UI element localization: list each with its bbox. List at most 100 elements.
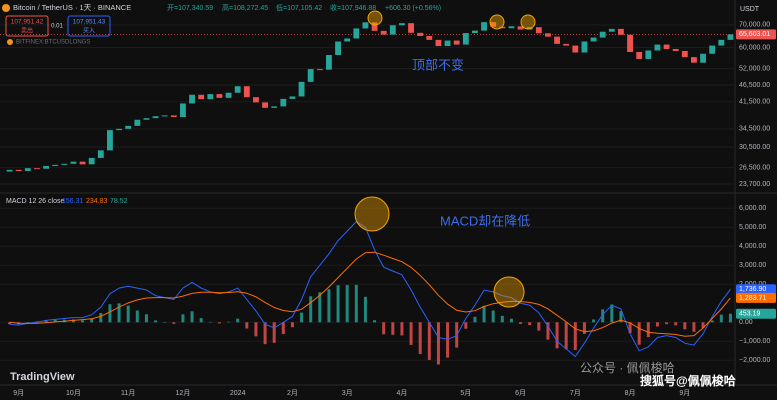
grid <box>0 24 735 361</box>
x-tick-label: 4月 <box>396 389 407 397</box>
candle <box>243 86 250 98</box>
candle <box>590 37 597 42</box>
ohlc: +606.30 (+0.56%) <box>385 5 441 12</box>
histogram-bar <box>719 314 723 323</box>
histogram-bar <box>519 322 523 325</box>
candle <box>70 161 77 164</box>
sell-button[interactable] <box>5 15 49 37</box>
candle <box>289 96 296 99</box>
candle <box>627 34 633 52</box>
histogram-bar <box>382 322 386 335</box>
overlay-symbol: BITFINEX:BTCUSDLONGS <box>16 40 90 46</box>
candle <box>572 45 579 53</box>
candle <box>481 22 487 31</box>
histogram-bar <box>117 303 121 323</box>
candle <box>307 69 314 82</box>
candle <box>107 130 113 151</box>
candle <box>399 23 405 26</box>
histogram-bar <box>509 318 513 323</box>
histogram-bar <box>436 322 440 365</box>
highlight-circle <box>367 10 383 26</box>
y-tick-label: 30,500.00 <box>739 144 770 151</box>
histogram-bar <box>81 320 85 323</box>
y-tick-label: 26,500.00 <box>739 164 770 171</box>
histogram-bar <box>692 322 696 332</box>
candle <box>472 30 478 34</box>
candle <box>353 28 360 39</box>
histogram-bar <box>665 322 669 325</box>
y-tick-label: 52,000.00 <box>739 65 770 72</box>
coin-icon <box>2 4 10 12</box>
histogram-bar <box>263 322 267 345</box>
buy-button[interactable] <box>67 15 111 37</box>
histogram-bar <box>90 318 94 323</box>
histogram-bar <box>573 322 577 351</box>
histogram-bar <box>610 304 614 323</box>
histogram-bar <box>391 322 395 335</box>
highlight-circle <box>354 196 390 232</box>
candle <box>116 128 122 131</box>
histogram-bar <box>199 318 203 323</box>
histogram-bar <box>601 309 605 323</box>
y-tick-label: 6,000.00 <box>739 205 766 212</box>
histogram-bar <box>217 322 221 324</box>
x-tick-label: 9月 <box>679 389 690 397</box>
y-tick-label: 46,500.00 <box>739 82 770 89</box>
candle <box>462 33 469 45</box>
candle <box>371 22 378 31</box>
histogram-bar <box>409 322 413 345</box>
candle <box>663 44 670 49</box>
histogram-bar <box>500 315 504 323</box>
sell-price: 107,951.42 <box>11 19 44 26</box>
histogram-bar <box>272 322 276 343</box>
y-tick-label: 34,500.00 <box>739 126 770 133</box>
candle <box>499 26 506 29</box>
ohlc: 低=107,105.42 <box>276 3 322 12</box>
histogram-bar <box>482 305 486 323</box>
histogram-bar <box>108 304 112 323</box>
histogram-bar <box>373 320 377 323</box>
overlay-icon <box>7 39 13 45</box>
symbol: Bitcoin / TetherUS · 1天 · BINANCE <box>13 3 131 12</box>
indicator-value: 234.83 <box>86 198 108 205</box>
candle <box>563 43 570 46</box>
candle <box>654 44 661 51</box>
candle <box>535 27 542 34</box>
candle <box>444 40 451 47</box>
indicator-value: 78.52 <box>110 198 128 205</box>
candle <box>636 51 643 59</box>
histogram-bar <box>464 322 468 329</box>
histogram-bar <box>473 316 477 323</box>
candle <box>727 34 734 40</box>
candle <box>262 102 268 108</box>
watermark: 公众号 · 佩佩梭哈 <box>580 360 675 375</box>
histogram-bar <box>592 319 596 323</box>
candle <box>79 161 86 165</box>
histogram-bar <box>655 322 659 327</box>
histogram-bar <box>190 311 194 323</box>
histogram-bar <box>154 320 158 323</box>
histogram-bar <box>8 322 12 325</box>
candle <box>225 92 232 98</box>
candle <box>691 57 697 63</box>
candle <box>216 94 223 98</box>
buy-label: 买入 <box>83 27 95 35</box>
candle <box>517 26 524 30</box>
price-badge-label: 453.19 <box>739 311 761 318</box>
candle <box>335 41 341 56</box>
histogram-bar <box>637 322 641 345</box>
candle <box>298 81 305 97</box>
price-badge <box>736 29 776 40</box>
candle <box>6 169 13 172</box>
histogram-bar <box>728 313 732 323</box>
candle <box>581 41 588 53</box>
quantity: 0.01 <box>51 24 63 30</box>
candle <box>61 163 68 165</box>
histogram-bar <box>646 322 650 338</box>
histogram-bar <box>537 322 541 331</box>
candle <box>253 97 259 103</box>
highlight-circle <box>493 276 525 308</box>
y-tick-label: 3,000.00 <box>739 262 766 269</box>
histogram-bar <box>99 312 103 323</box>
candle <box>709 45 716 54</box>
